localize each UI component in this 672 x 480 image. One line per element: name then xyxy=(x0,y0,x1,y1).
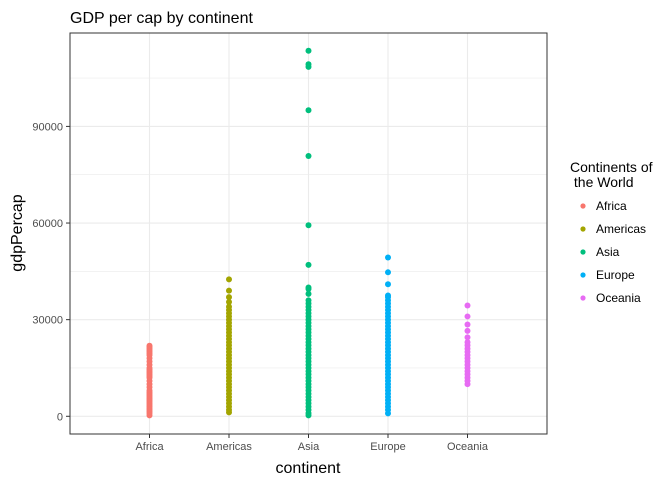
legend-key xyxy=(580,226,586,232)
data-point xyxy=(305,153,312,160)
data-point xyxy=(226,294,232,301)
legend-key xyxy=(580,272,586,278)
y-tick-label: 30000 xyxy=(32,315,63,327)
data-point xyxy=(305,261,312,268)
x-tick-label: Americas xyxy=(206,441,252,453)
legend-key xyxy=(580,203,586,209)
x-tick-label: Oceania xyxy=(447,441,489,453)
y-axis: 0 30000 60000 90000 xyxy=(32,121,70,423)
data-point xyxy=(305,61,312,68)
legend-key xyxy=(580,295,586,301)
x-tick-label: Europe xyxy=(370,441,405,453)
x-axis: Africa Americas Asia Europe Oceania xyxy=(135,434,489,453)
data-point xyxy=(146,342,153,349)
legend-label: Asia xyxy=(596,245,620,259)
data-point xyxy=(305,290,312,297)
legend: Continents of the World Africa Americas As… xyxy=(570,159,653,305)
legend-label: Africa xyxy=(596,199,627,213)
legend-label: Oceania xyxy=(596,291,641,305)
data-point xyxy=(464,302,471,309)
y-axis-title: gdpPercap xyxy=(9,194,26,271)
data-point xyxy=(464,339,471,346)
x-tick-label: Asia xyxy=(298,441,320,453)
data-point xyxy=(305,284,312,291)
legend-title-line-1: Continents of xyxy=(570,159,653,175)
data-point xyxy=(385,269,391,276)
chart-title: GDP per cap by continent xyxy=(70,10,253,27)
data-point xyxy=(385,254,391,261)
data-point xyxy=(464,327,471,334)
data-point xyxy=(226,303,232,310)
data-point xyxy=(226,287,232,294)
data-points xyxy=(146,47,471,419)
data-point xyxy=(464,334,471,341)
y-tick-label: 60000 xyxy=(32,218,63,230)
data-point xyxy=(385,281,391,288)
data-point xyxy=(305,297,312,304)
data-point xyxy=(464,313,471,320)
legend-label: Europe xyxy=(596,268,635,282)
legend-key xyxy=(580,249,586,255)
data-point xyxy=(305,47,312,54)
data-point xyxy=(226,298,232,305)
data-point xyxy=(464,321,471,328)
y-tick-label: 0 xyxy=(57,411,63,423)
data-point xyxy=(305,222,312,229)
legend-label: Americas xyxy=(596,222,646,236)
data-point xyxy=(305,107,312,114)
legend-title-line-2: the World xyxy=(570,174,634,190)
x-tick-label: Africa xyxy=(135,441,164,453)
x-axis-title: continent xyxy=(276,460,341,477)
y-tick-label: 90000 xyxy=(32,121,63,133)
data-point xyxy=(226,276,232,283)
data-point xyxy=(385,292,391,299)
